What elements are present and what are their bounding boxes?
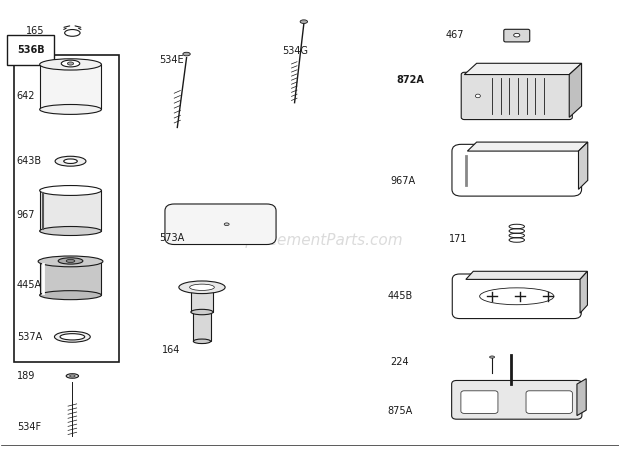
Ellipse shape [68, 62, 74, 65]
Ellipse shape [58, 258, 83, 264]
Ellipse shape [490, 356, 495, 358]
Text: 967A: 967A [390, 177, 415, 187]
Ellipse shape [193, 339, 211, 343]
Bar [193, 311, 211, 341]
Ellipse shape [66, 374, 79, 378]
Text: 534E: 534E [159, 55, 184, 65]
Bar [40, 190, 102, 231]
FancyArrowPatch shape [64, 28, 66, 29]
FancyBboxPatch shape [165, 204, 276, 245]
Text: 967: 967 [17, 210, 35, 220]
Ellipse shape [61, 60, 80, 67]
FancyBboxPatch shape [452, 145, 582, 196]
FancyBboxPatch shape [461, 72, 572, 120]
Text: 643B: 643B [17, 156, 42, 166]
Ellipse shape [179, 281, 225, 294]
Ellipse shape [476, 94, 480, 98]
FancyBboxPatch shape [504, 29, 529, 42]
Ellipse shape [224, 223, 229, 226]
Text: 165: 165 [26, 26, 45, 36]
Ellipse shape [38, 256, 103, 267]
Ellipse shape [64, 29, 80, 36]
Ellipse shape [60, 334, 85, 340]
Ellipse shape [514, 34, 520, 37]
Ellipse shape [40, 105, 102, 115]
Text: 445B: 445B [387, 291, 412, 301]
Text: 875A: 875A [387, 406, 412, 416]
Polygon shape [569, 63, 582, 117]
FancyBboxPatch shape [461, 391, 498, 413]
Text: 189: 189 [17, 371, 35, 381]
Ellipse shape [55, 332, 91, 342]
Polygon shape [577, 379, 586, 415]
Text: 642: 642 [17, 91, 35, 101]
Text: 445A: 445A [17, 280, 42, 290]
Polygon shape [466, 271, 587, 280]
Ellipse shape [69, 375, 75, 377]
Text: 467: 467 [446, 30, 464, 40]
Polygon shape [467, 142, 588, 151]
Ellipse shape [55, 156, 86, 166]
Bar [40, 261, 102, 295]
FancyArrowPatch shape [79, 28, 81, 29]
Text: 171: 171 [449, 234, 467, 244]
Ellipse shape [183, 52, 190, 56]
Text: 536B: 536B [17, 45, 45, 55]
Ellipse shape [40, 186, 102, 195]
FancyBboxPatch shape [452, 274, 582, 318]
Polygon shape [578, 142, 588, 189]
FancyBboxPatch shape [451, 381, 582, 419]
Text: 573A: 573A [159, 233, 184, 243]
Text: 534G: 534G [282, 46, 308, 56]
Text: eReplacementParts.com: eReplacementParts.com [216, 232, 404, 247]
Text: 534F: 534F [17, 422, 41, 432]
Ellipse shape [191, 309, 213, 315]
Text: 224: 224 [390, 357, 409, 366]
Ellipse shape [64, 159, 78, 164]
FancyBboxPatch shape [526, 391, 572, 413]
Ellipse shape [300, 20, 308, 24]
Ellipse shape [40, 291, 102, 300]
Text: 164: 164 [162, 345, 180, 355]
Ellipse shape [190, 284, 215, 290]
Polygon shape [580, 271, 587, 313]
Text: 537A: 537A [17, 332, 42, 342]
Ellipse shape [40, 59, 102, 70]
Bar [191, 286, 213, 312]
Text: 872A: 872A [396, 75, 424, 85]
Polygon shape [464, 63, 582, 75]
Bar [40, 64, 102, 110]
Ellipse shape [66, 260, 75, 263]
Ellipse shape [40, 226, 102, 236]
